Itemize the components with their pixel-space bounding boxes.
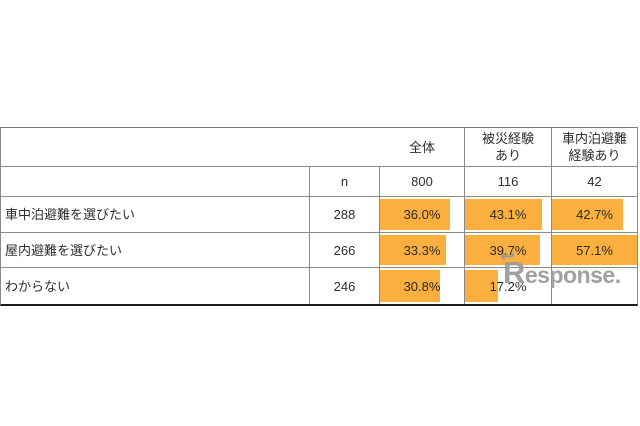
table-row: わからない 246 30.8% 17.2% — [1, 268, 637, 304]
data-bar — [380, 199, 451, 230]
watermark-curl-arrow-icon: ↩ — [500, 246, 515, 266]
n-value-car-stay-experience: 42 — [587, 174, 602, 189]
response-watermark: ↩ Response. → — [500, 246, 621, 290]
percent-cell: 42.7% — [552, 197, 637, 232]
percent-value: 36.0% — [403, 207, 441, 222]
data-bar — [465, 199, 542, 230]
survey-table: 全体 被災経験 あり 車内泊避難 経験あり n 800 116 42 車中泊避難… — [0, 127, 638, 306]
n-value-total: 800 — [380, 167, 465, 196]
percent-cell: 39.7% — [465, 233, 552, 267]
data-bar — [552, 235, 637, 265]
n-row-empty-cell — [1, 167, 310, 196]
n-label: n — [310, 167, 380, 196]
row-label: 屋内避難を選びたい — [1, 233, 310, 267]
data-bar — [465, 235, 540, 265]
percent-value: 43.1% — [489, 207, 527, 222]
data-bar — [465, 270, 498, 302]
watermark-text: esponse. — [524, 262, 621, 288]
header-col-car-stay-experience: 車内泊避難 経験あり — [561, 131, 627, 163]
percent-cell: 36.0% — [380, 197, 465, 232]
percent-cell: 57.1% — [552, 233, 637, 267]
percent-cell: 33.3% — [380, 233, 465, 267]
row-n-value: 288 — [310, 197, 380, 232]
table-row: 屋内避難を選びたい 266 33.3% 39.7% 57.1% — [1, 233, 637, 268]
row-n-value: 266 — [310, 233, 380, 267]
percent-cell: 17.2% — [465, 268, 552, 304]
data-bar — [552, 199, 623, 230]
data-bar — [380, 270, 441, 302]
row-label: わからない — [1, 268, 310, 304]
percent-value: 42.7% — [576, 207, 613, 222]
percent-value: 30.8% — [403, 278, 441, 294]
watermark-arrow-icon: → — [590, 270, 605, 287]
n-row: n 800 116 42 — [1, 167, 637, 197]
header-col-disaster-experience: 被災経験 あり — [465, 128, 552, 166]
percent-value: 57.1% — [576, 242, 613, 258]
data-rows: 車中泊避難を選びたい 288 36.0% 43.1% 42.7% 屋内避難を選びたい 266… — [1, 197, 637, 304]
percent-value: 17.2% — [489, 278, 527, 294]
table-row: 車中泊避難を選びたい 288 36.0% 43.1% 42.7% — [1, 197, 637, 233]
header-col-total: 全体 — [380, 128, 465, 166]
row-label: 車中泊避難を選びたい — [1, 197, 310, 232]
data-bar — [380, 235, 447, 265]
percent-value: 33.3% — [403, 242, 441, 258]
watermark-initial: R — [503, 255, 525, 290]
percent-cell: 30.8% — [380, 268, 465, 304]
header-row: 全体 被災経験 あり 車内泊避難 経験あり — [1, 128, 637, 167]
percent-cell: 43.1% — [465, 197, 552, 232]
n-value-disaster-experience: 116 — [465, 167, 552, 196]
header-empty-cell — [1, 128, 380, 166]
percent-value: 39.7% — [489, 242, 527, 258]
row-n-value: 246 — [310, 268, 380, 304]
